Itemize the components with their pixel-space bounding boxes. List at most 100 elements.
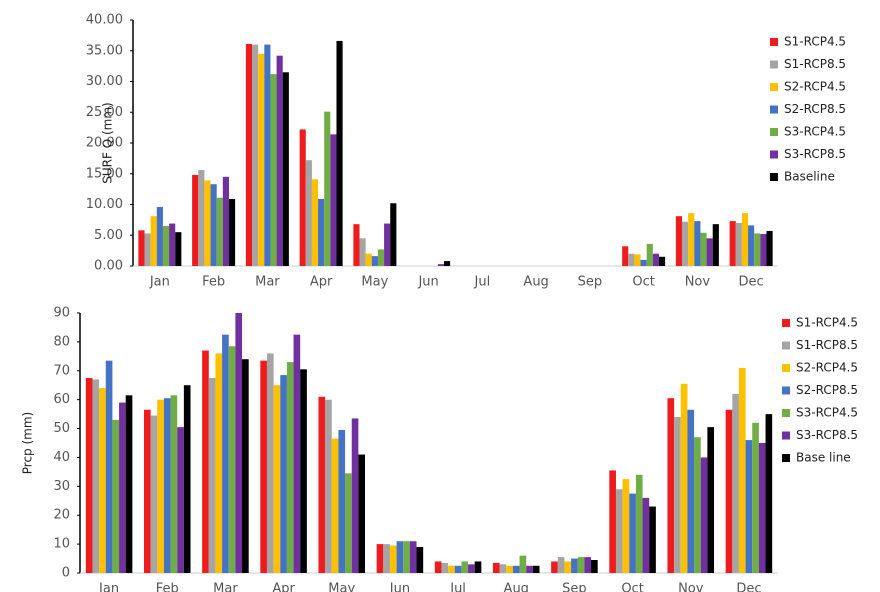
y-tick-label: 20.00	[86, 136, 123, 151]
x-tick-label: Jun	[417, 275, 438, 290]
bar	[635, 474, 643, 573]
bar	[609, 470, 616, 573]
bar	[748, 225, 755, 266]
x-tick-label: Oct	[632, 275, 654, 290]
bar	[245, 43, 253, 266]
bar	[738, 367, 746, 573]
bar	[499, 564, 507, 573]
bar	[365, 253, 372, 266]
bar	[622, 246, 629, 266]
bar	[260, 360, 267, 573]
bar	[235, 313, 243, 573]
bar	[628, 253, 635, 266]
x-tick-label: Dec	[739, 275, 764, 290]
bar	[652, 253, 659, 266]
bar	[441, 562, 449, 573]
bar	[700, 457, 708, 573]
bar	[157, 399, 164, 573]
bar	[700, 232, 707, 266]
bar	[390, 203, 397, 266]
bar	[571, 558, 578, 573]
legend-label: S1-RCP4.5	[784, 35, 846, 49]
bar	[163, 398, 171, 573]
legend-swatch	[782, 454, 790, 462]
bar	[416, 547, 424, 573]
legend-label: Baseline	[784, 170, 835, 184]
bar	[210, 184, 217, 266]
bar	[584, 557, 592, 573]
bar	[299, 129, 306, 266]
legend-label: S3-RCP4.5	[796, 406, 858, 420]
bar	[208, 378, 216, 573]
bar	[324, 111, 331, 266]
y-tick-label: 70	[53, 363, 70, 378]
legend-label: S1-RCP8.5	[796, 338, 858, 352]
bar	[286, 362, 294, 573]
bar	[300, 369, 307, 573]
bar	[667, 398, 675, 573]
bar	[454, 565, 462, 573]
bar	[143, 409, 151, 573]
y-tick-label: 15.00	[86, 166, 123, 181]
x-tick-label: May	[328, 582, 355, 592]
legend-swatch	[770, 60, 778, 69]
bar	[331, 438, 339, 573]
y-tick-label: 30	[53, 479, 70, 494]
legend-swatch	[782, 341, 790, 350]
bar	[264, 44, 271, 266]
bar	[351, 418, 359, 573]
bar	[345, 473, 352, 573]
bar	[680, 383, 688, 573]
bar	[156, 206, 163, 266]
bar	[694, 437, 701, 573]
y-tick-label: 0.00	[94, 259, 123, 274]
legend-label: S2-RCP4.5	[784, 80, 846, 94]
x-tick-label: Feb	[202, 275, 225, 290]
x-tick-label: May	[361, 275, 388, 290]
bar	[434, 561, 442, 573]
bar	[732, 393, 739, 573]
bar	[658, 256, 666, 266]
bar	[694, 221, 701, 266]
bar	[216, 197, 223, 266]
legend-label: S1-RCP8.5	[784, 57, 846, 71]
bar	[359, 238, 366, 266]
y-tick-label: 5.00	[94, 228, 123, 243]
y-tick-label: 25.00	[86, 105, 123, 120]
bar	[183, 385, 191, 573]
bar	[270, 74, 277, 267]
bar	[112, 419, 120, 573]
bar	[377, 249, 385, 266]
bar	[752, 422, 759, 573]
legend-label: S3-RCP8.5	[796, 428, 858, 442]
y-tick-label: 0	[62, 566, 70, 581]
bar	[192, 174, 199, 266]
bar	[85, 378, 93, 573]
bar	[177, 427, 184, 573]
bar	[615, 489, 623, 573]
legend-label: S3-RCP8.5	[784, 147, 846, 161]
legend-swatch	[782, 386, 790, 395]
bar	[371, 256, 378, 266]
bar	[175, 232, 182, 266]
bar	[92, 379, 100, 573]
bar	[325, 399, 332, 573]
bar	[169, 223, 176, 266]
bar	[745, 440, 753, 573]
bar	[551, 561, 558, 573]
y-tick-label: 40	[53, 450, 70, 465]
bar	[622, 479, 630, 573]
legend-label: Base line	[796, 451, 851, 465]
y-axis-title: Prcp (mm)	[21, 412, 35, 474]
bar	[144, 233, 151, 266]
bar	[125, 395, 133, 573]
x-tick-label: Nov	[678, 582, 704, 592]
bar	[228, 346, 236, 573]
bar	[725, 409, 733, 573]
bar	[318, 396, 326, 573]
bar	[138, 230, 145, 266]
legend-swatch	[770, 128, 778, 136]
x-tick-label: Dec	[736, 582, 761, 592]
x-tick-label: Jan	[98, 582, 119, 592]
legend-swatch	[782, 319, 790, 327]
